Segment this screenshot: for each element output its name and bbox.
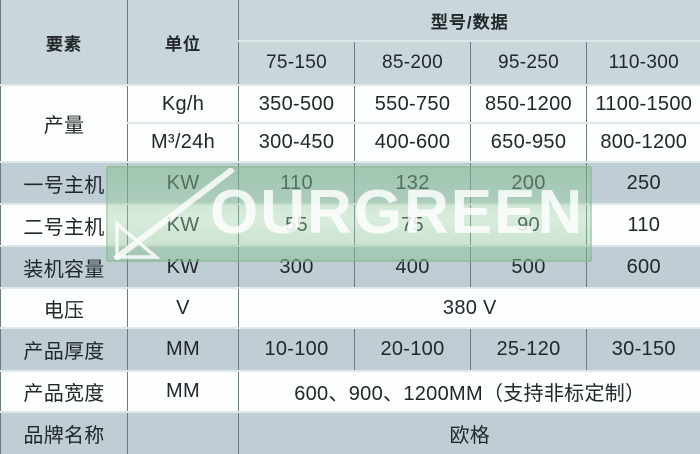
value-cell: 400	[354, 245, 471, 288]
value-cell: 500	[470, 245, 587, 288]
header-unit-cell: 单位	[127, 0, 239, 85]
unit-cell: Kg/h	[127, 84, 239, 123]
value-cell: 90	[470, 203, 587, 246]
header-models-title: 型号/数据	[237, 0, 700, 41]
model-column-header: 75-150	[238, 40, 355, 85]
value-cell: 110	[238, 161, 355, 204]
value-cell: 850-1200	[470, 84, 587, 123]
value-cell: 650-950	[470, 122, 587, 162]
value-cell: 300	[238, 245, 355, 288]
unit-cell: KW	[127, 245, 239, 288]
unit-cell: V	[127, 287, 239, 328]
value-cell: 600	[585, 245, 700, 288]
row-label-installed-capacity: 装机容量	[0, 245, 128, 288]
row-label-thickness: 产品厚度	[0, 327, 128, 371]
unit-cell	[127, 411, 239, 454]
value-cell: 55	[238, 203, 355, 246]
value-cell: 200	[470, 161, 587, 204]
value-cell: 350-500	[238, 84, 355, 123]
value-cell: 400-600	[354, 122, 471, 162]
value-cell: 10-100	[238, 327, 355, 371]
value-cell: 30-150	[585, 327, 700, 371]
value-cell: 132	[354, 161, 471, 204]
span-value-cell: 380 V	[237, 287, 700, 328]
row-label-brand: 品牌名称	[0, 411, 128, 454]
row-label-voltage: 电压	[0, 287, 128, 328]
unit-cell: KW	[127, 161, 239, 204]
model-column-header: 85-200	[354, 40, 471, 85]
value-cell: 1100-1500	[585, 84, 700, 123]
span-value-cell: 600、900、1200MM（支持非标定制）	[237, 370, 700, 412]
row-label-host1: 一号主机	[0, 161, 128, 204]
value-cell: 800-1200	[585, 122, 700, 162]
unit-cell: M³/24h	[127, 122, 239, 162]
row-label-width: 产品宽度	[0, 370, 128, 412]
value-cell: 300-450	[238, 122, 355, 162]
model-column-header: 95-250	[470, 40, 587, 85]
unit-cell: MM	[127, 370, 239, 412]
value-cell: 110	[585, 203, 700, 246]
value-cell: 25-120	[470, 327, 587, 371]
value-cell: 20-100	[354, 327, 471, 371]
span-value-cell: 欧格	[237, 411, 700, 454]
model-column-header: 110-300	[585, 40, 700, 85]
header-element-cell: 要素	[0, 0, 128, 85]
value-cell: 75	[354, 203, 471, 246]
unit-cell: MM	[127, 327, 239, 371]
row-label-output: 产量	[0, 84, 128, 162]
row-label-host2: 二号主机	[0, 203, 128, 246]
unit-cell: KW	[127, 203, 239, 246]
value-cell: 550-750	[354, 84, 471, 123]
value-cell: 250	[585, 161, 700, 204]
